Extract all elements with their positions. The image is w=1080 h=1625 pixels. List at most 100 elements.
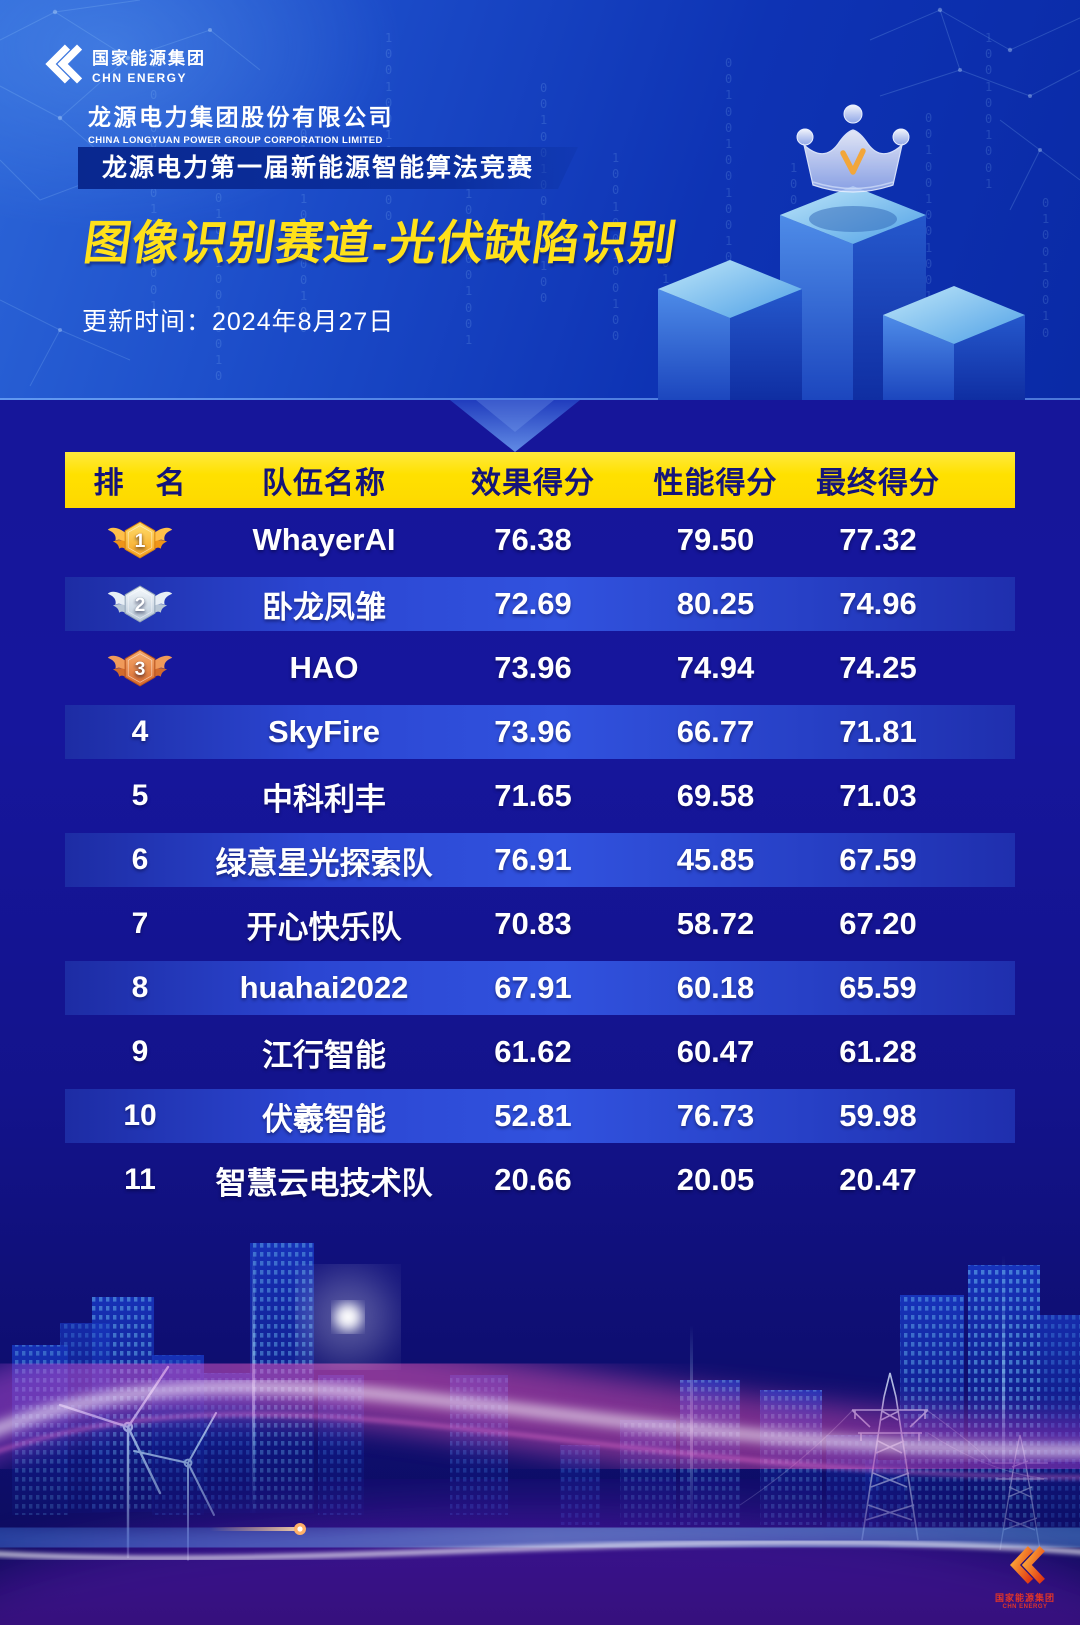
rank-cell: 1 xyxy=(65,518,215,563)
table-row: 5 中科利丰 71.65 69.58 71.03 xyxy=(65,764,1015,828)
header-cell-rank: 排 名 xyxy=(93,467,187,500)
effect-score-cell: 76.91 xyxy=(494,842,572,877)
team-name-cell: 绿意星光探索队 xyxy=(215,845,433,881)
rank-cell: 9 xyxy=(131,1035,149,1068)
final-score-cell: 74.96 xyxy=(839,586,917,621)
final-score-cell: 71.81 xyxy=(839,714,917,749)
light-streaks-decoration xyxy=(0,1273,1080,1625)
table-row: 11 智慧云电技术队 20.66 20.05 20.47 xyxy=(65,1148,1015,1212)
team-name-cell: 伏羲智能 xyxy=(262,1101,386,1137)
rank-cell: 10 xyxy=(123,1099,157,1132)
chn-energy-logo-icon xyxy=(45,44,82,84)
performance-score-cell: 45.85 xyxy=(676,842,755,877)
podium-second-place-pillar xyxy=(658,260,802,400)
team-name-cell: 中科利丰 xyxy=(262,781,386,817)
performance-score-cell: 60.47 xyxy=(676,1034,755,1069)
effect-score-cell: 76.38 xyxy=(494,522,572,557)
svg-text:2: 2 xyxy=(135,594,146,616)
team-name-cell: WhayerAI xyxy=(252,522,396,557)
header-cell-effect: 效果得分 xyxy=(471,467,595,500)
company-name-cn: 龙源电力集团股份有限公司 xyxy=(88,104,394,130)
final-score-cell: 59.98 xyxy=(839,1098,917,1133)
svg-text:1: 1 xyxy=(135,530,146,552)
hero-section: 1 0 0 1 0 0 1 0 0 1 0 0 1 0 0 1 0 1 0 0 … xyxy=(0,0,1080,400)
footer-logo-icon xyxy=(1009,1546,1045,1584)
final-score-cell: 61.28 xyxy=(839,1034,917,1069)
group-name-cn: 国家能源集团 xyxy=(92,48,206,68)
table-row: 7 开心快乐队 70.83 58.72 67.20 xyxy=(65,892,1015,956)
chn-energy-brand-block: 国家能源集团 CHN ENERGY 龙源电力集团股份有限公司 CHINA LON… xyxy=(40,40,394,146)
header-cell-team: 队伍名称 xyxy=(262,467,386,500)
footer-logo-caption-en: CHN ENERGY xyxy=(1002,1604,1048,1610)
team-name-cell: huahai2022 xyxy=(239,970,409,1005)
table-row: 1 WhayerAI 76.38 79.50 77.32 xyxy=(65,508,1015,572)
performance-score-cell: 79.50 xyxy=(676,522,755,557)
table-row: 2 卧龙凤雏 72.69 80.25 74.96 xyxy=(65,572,1015,636)
group-name-en: CHN ENERGY xyxy=(92,70,188,85)
team-name-cell: 江行智能 xyxy=(262,1037,386,1073)
final-score-cell: 67.20 xyxy=(839,906,917,941)
performance-score-cell: 66.77 xyxy=(676,714,755,749)
crown-icon xyxy=(796,104,910,193)
podium-illustration xyxy=(658,104,1025,400)
leaderboard-table: 排 名 队伍名称 效果得分 性能得分 最终得分 1 WhayerAI 76.38… xyxy=(65,452,1015,1212)
footer-chn-energy-logo: 国家能源集团 CHN ENERGY xyxy=(975,1545,1075,1610)
header-cell-perf: 性能得分 xyxy=(653,467,778,500)
effect-score-cell: 67.91 xyxy=(494,970,572,1005)
medal-gold-icon: 1 xyxy=(107,520,173,558)
team-name-cell: SkyFire xyxy=(267,714,380,749)
rank-cell: 2 xyxy=(65,582,215,627)
performance-score-cell: 74.94 xyxy=(676,650,755,685)
rank-cell: 11 xyxy=(124,1163,156,1196)
table-row: 6 绿意星光探索队 76.91 45.85 67.59 xyxy=(65,828,1015,892)
performance-score-cell: 69.58 xyxy=(676,778,755,813)
city-skyline-illustration xyxy=(0,1243,1080,1625)
table-row: 4 SkyFire 73.96 66.77 71.81 xyxy=(65,700,1015,764)
team-name-cell: 开心快乐队 xyxy=(246,909,402,945)
rank-cell: 3 xyxy=(65,646,215,691)
footer-logo-caption-cn: 国家能源集团 xyxy=(994,1593,1055,1603)
medal-silver-icon: 2 xyxy=(107,584,173,622)
effect-score-cell: 71.65 xyxy=(494,778,572,813)
podium-third-place-pillar xyxy=(883,286,1025,400)
team-name-cell: HAO xyxy=(289,650,359,685)
medal-bronze-icon: 3 xyxy=(107,648,173,686)
leaderboard-header-row: 排 名 队伍名称 效果得分 性能得分 最终得分 xyxy=(65,452,1015,508)
effect-score-cell: 70.83 xyxy=(494,906,572,941)
table-row: 3 HAO 73.96 74.94 74.25 xyxy=(65,636,1015,700)
company-name-en: CHINA LONGYUAN POWER GROUP CORPORATION L… xyxy=(88,135,383,146)
rank-cell: 7 xyxy=(131,907,149,940)
performance-score-cell: 60.18 xyxy=(676,970,755,1005)
rank-cell: 4 xyxy=(131,715,149,748)
performance-score-cell: 58.72 xyxy=(676,906,755,941)
effect-score-cell: 72.69 xyxy=(494,586,572,621)
final-score-cell: 20.47 xyxy=(839,1162,917,1197)
crown-v-letter xyxy=(840,148,866,175)
leaderboard-rows: 1 WhayerAI 76.38 79.50 77.32 2 卧龙凤雏 72.6… xyxy=(65,508,1015,1212)
rank-cell: 6 xyxy=(131,843,149,876)
header-cell-final: 最终得分 xyxy=(816,467,940,500)
table-row: 8 huahai2022 67.91 60.18 65.59 xyxy=(65,956,1015,1020)
rank-cell: 5 xyxy=(131,779,149,812)
svg-text:3: 3 xyxy=(135,658,146,680)
final-score-cell: 65.59 xyxy=(839,970,917,1005)
effect-score-cell: 20.66 xyxy=(494,1162,572,1197)
table-row: 10 伏羲智能 52.81 76.73 59.98 xyxy=(65,1084,1015,1148)
team-name-cell: 卧龙凤雏 xyxy=(262,589,386,625)
performance-score-cell: 76.73 xyxy=(676,1098,755,1133)
final-score-cell: 71.03 xyxy=(839,778,917,813)
update-time: 更新时间：2024年8月27日 xyxy=(82,308,395,336)
performance-score-cell: 20.05 xyxy=(676,1162,755,1197)
chevron-down-icon xyxy=(450,400,580,452)
effect-score-cell: 52.81 xyxy=(494,1098,572,1133)
effect-score-cell: 73.96 xyxy=(494,714,572,749)
team-name-cell: 智慧云电技术队 xyxy=(215,1165,433,1201)
final-score-cell: 74.25 xyxy=(839,650,917,685)
comet-decoration xyxy=(210,1523,306,1535)
performance-score-cell: 80.25 xyxy=(676,586,755,621)
final-score-cell: 77.32 xyxy=(839,522,917,557)
table-row: 9 江行智能 61.62 60.47 61.28 xyxy=(65,1020,1015,1084)
rank-cell: 8 xyxy=(131,971,149,1004)
effect-score-cell: 61.62 xyxy=(494,1034,572,1069)
